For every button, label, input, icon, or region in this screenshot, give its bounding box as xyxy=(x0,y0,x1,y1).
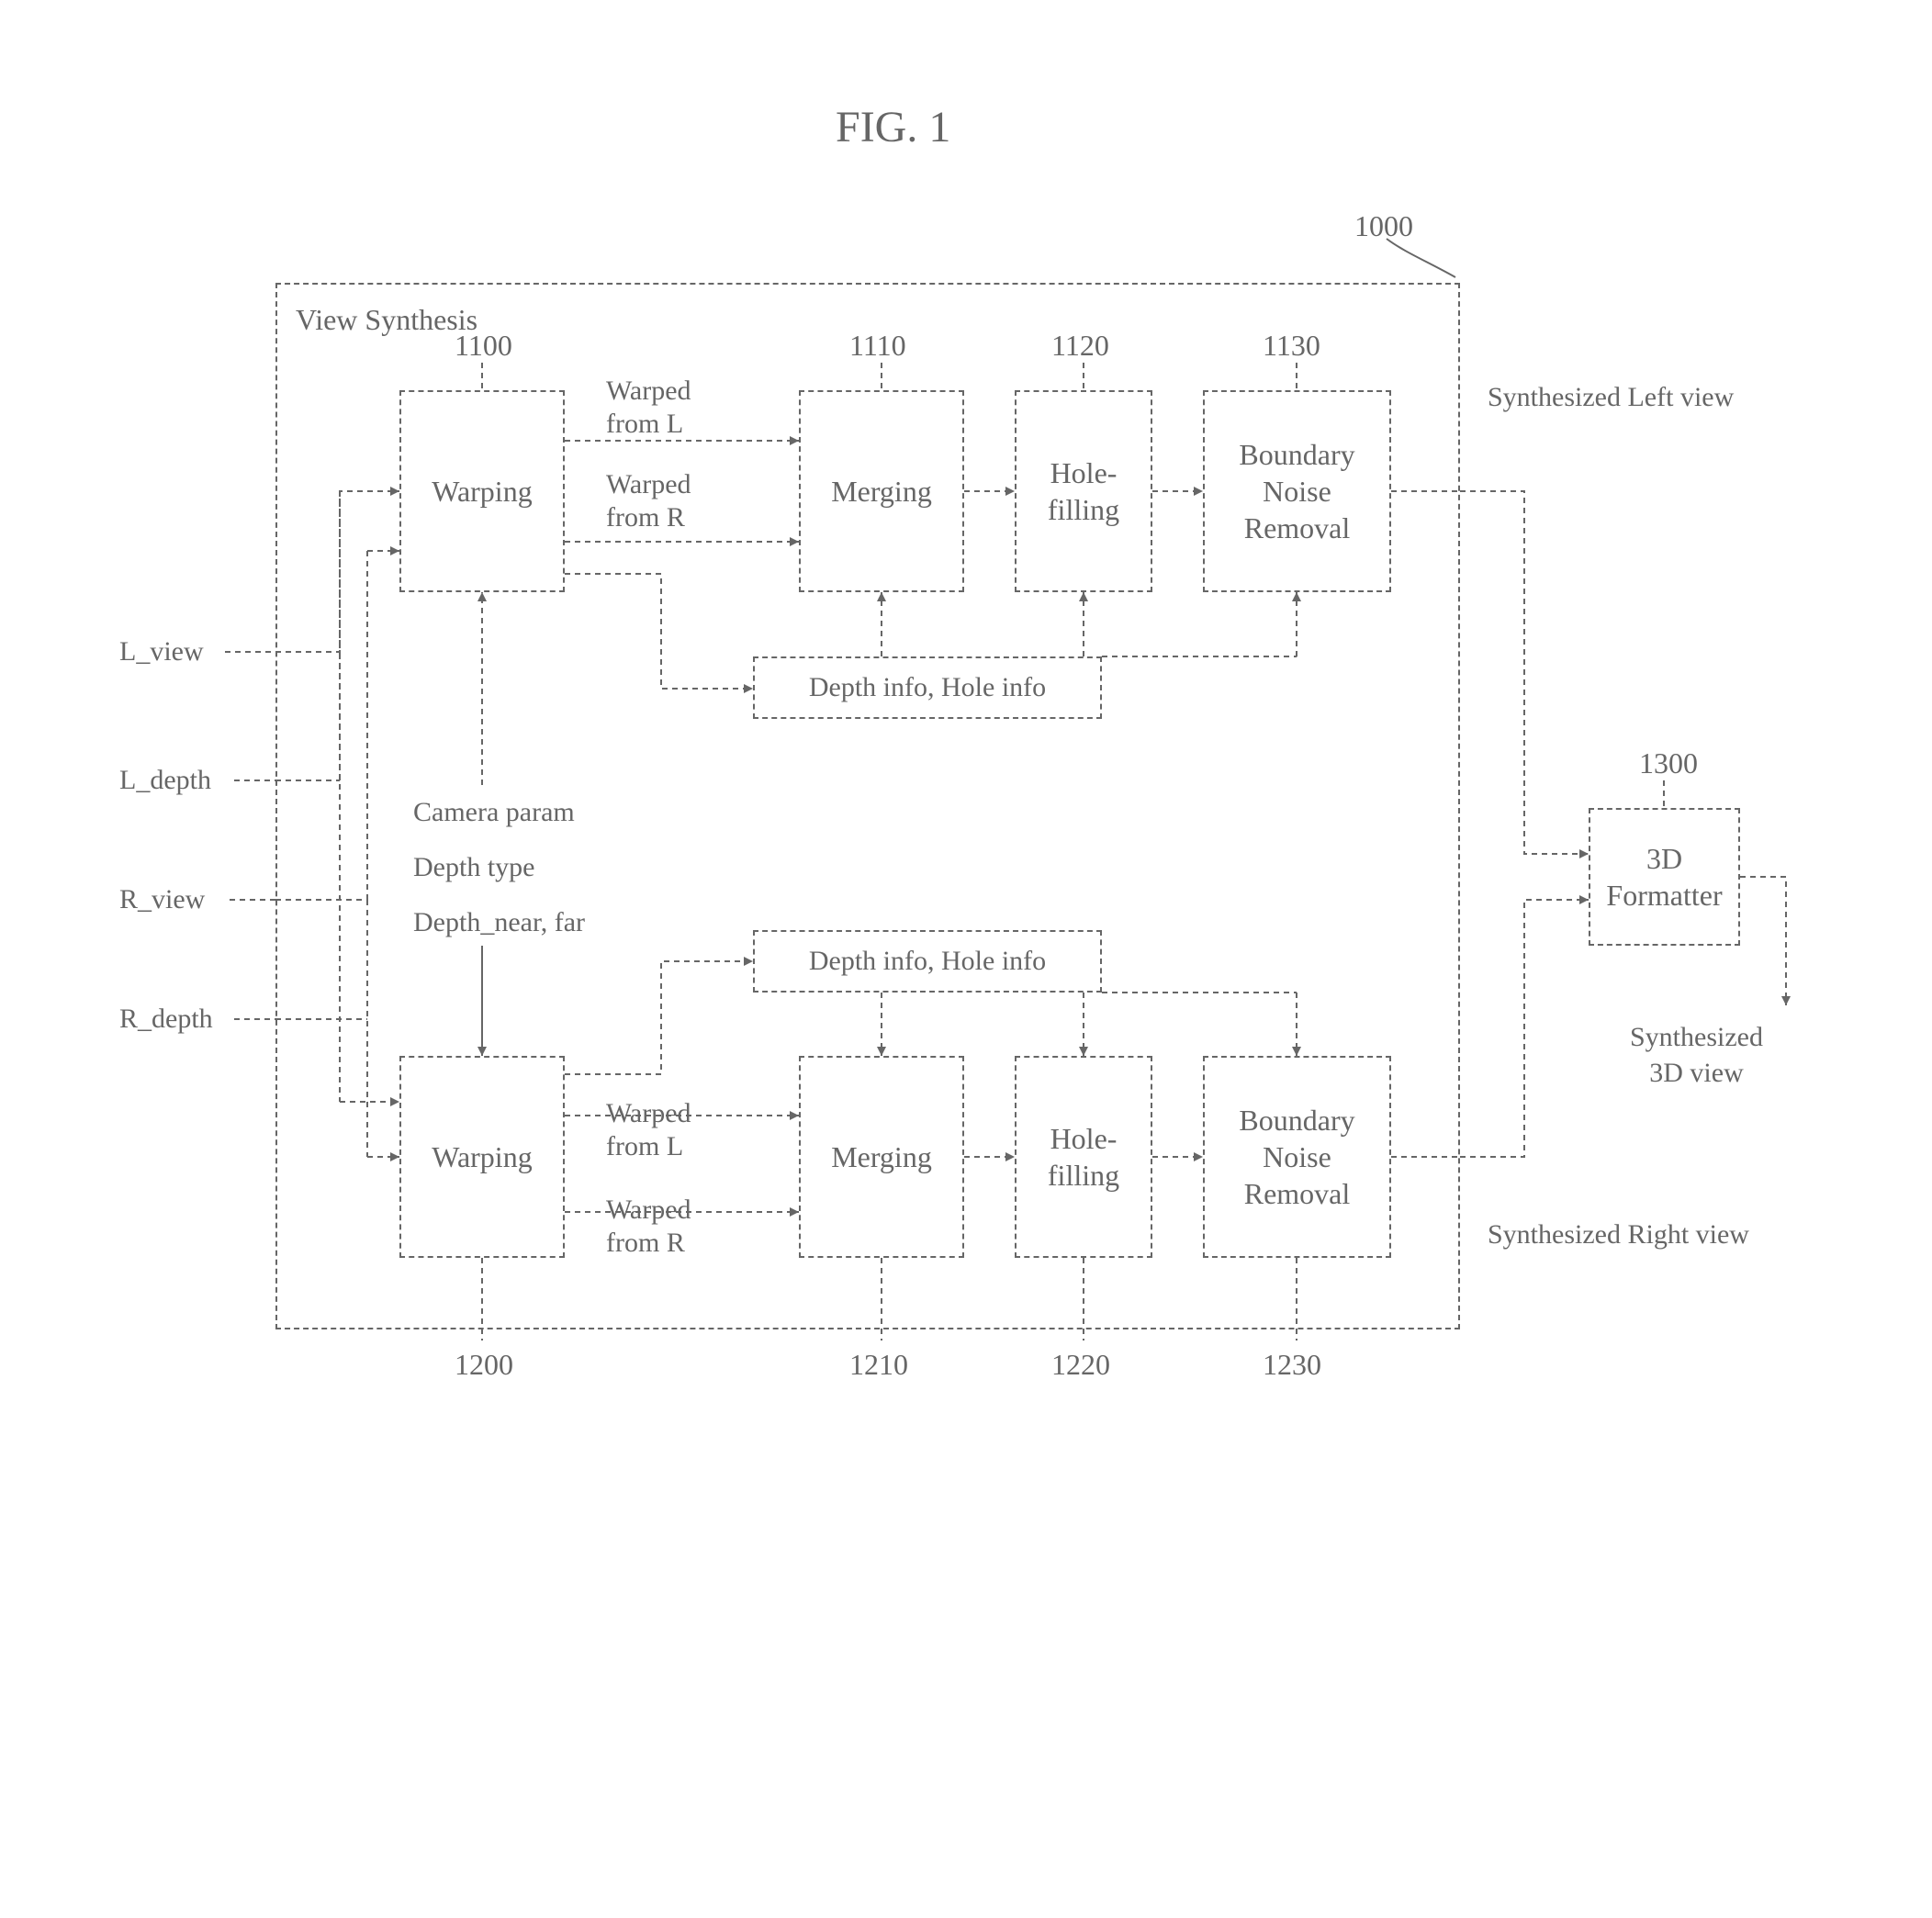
figure-canvas: FIG. 1 View Synthesis 1000 Warping 1100 … xyxy=(0,0,1932,1918)
connectors xyxy=(0,0,1932,1918)
